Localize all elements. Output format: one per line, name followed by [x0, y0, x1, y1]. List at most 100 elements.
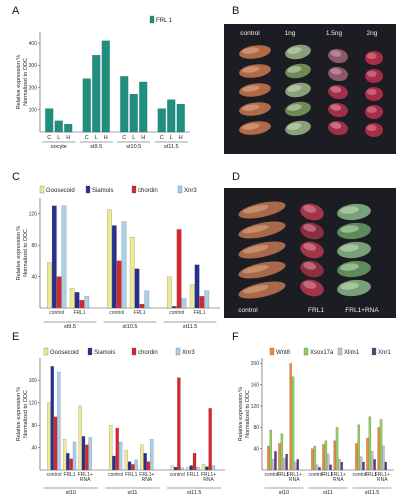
panel-b-embryo-1ng: [285, 120, 311, 136]
panel-c-bar: [167, 276, 172, 309]
panel-a-bar: [167, 99, 176, 133]
panel-c-ytick-label: 80: [31, 243, 37, 249]
panel-b-embryo-15ng-highlight: [330, 50, 342, 57]
panel-a-category-label: C: [160, 135, 164, 141]
panel-c-bar: [116, 260, 122, 309]
panel-c-bar: [121, 221, 127, 309]
panel-a-bar: [64, 124, 73, 133]
panel-f-legend-swatch: [371, 347, 377, 356]
panel-f-bar: [315, 464, 319, 471]
panel-b-embryo-control: [239, 83, 271, 97]
panel-f-bar: [294, 461, 297, 471]
panel-e-bar: [134, 459, 138, 471]
panel-c-bar: [79, 300, 85, 309]
panel-f-ylabel-line1: Relative expression %: [238, 387, 244, 442]
panel-c-ylabel-line1: Relative expression %: [16, 226, 22, 281]
panel-d-embryo-rna-highlight: [340, 263, 359, 271]
panel-e-ytick-label: 80: [31, 423, 37, 429]
panel-a-bar: [176, 104, 185, 133]
panel-e-bar: [66, 453, 70, 471]
panel-f-bar: [379, 419, 383, 471]
panel-e-bar: [81, 436, 86, 471]
panel-f-bar: [335, 427, 339, 471]
panel-a-ytick-label: 200: [29, 85, 38, 91]
panel-d-embryo-frl1-highlight: [303, 262, 317, 270]
panel-b-embryo-control: [239, 64, 271, 78]
panel-c-ytick-label: 120: [29, 212, 38, 218]
panel-c-bar: [204, 290, 210, 309]
panel-e-bar: [208, 408, 212, 471]
panel-d-embryo-frl1: [300, 222, 324, 240]
panel-c-legend-swatch: [85, 185, 91, 194]
panel-f-legend-label: Xsox17a: [310, 350, 334, 356]
panel-b-embryo-15ng: [328, 84, 348, 100]
panel-e-bar: [201, 464, 206, 471]
panel-b-embryo-15ng: [328, 48, 348, 64]
panel-a-category-label: H: [104, 135, 108, 141]
panel-c-bar: [176, 229, 182, 309]
panel-d-embryo-frl1-highlight: [303, 281, 317, 289]
panel-d-embryo-rna-highlight: [340, 206, 359, 214]
panel-f-group-label: st10: [279, 490, 289, 496]
panel-d-embryo-rna: [337, 203, 371, 221]
panel-f-bar: [283, 458, 286, 471]
panel-e-legend-swatch: [87, 347, 93, 356]
panel-e-category-label-2: RNA: [80, 477, 91, 483]
panel-e-category-label: FRL1+: [139, 472, 154, 478]
panel-e-category-label: FRL1: [63, 472, 75, 478]
panel-f-bar: [311, 448, 314, 471]
panel-d-embryo-control: [238, 281, 286, 299]
panel-b-embryo-15ng-highlight: [330, 86, 342, 93]
panel-d-embryo-frl1-highlight: [303, 224, 317, 232]
panel-d-embryo-frl1-highlight: [303, 205, 317, 213]
panel-c-bar: [171, 306, 177, 309]
panel-c-category-label: FRL1: [73, 310, 85, 316]
panel-f-bar: [318, 467, 321, 471]
panel-f-bar: [340, 461, 343, 471]
panel-e-ytick-label: 160: [29, 378, 38, 384]
panel-e-bar: [108, 425, 113, 471]
panel-a-ylabel-line1: Relative expression %: [16, 55, 22, 110]
panel-f-bar: [355, 443, 358, 471]
panel-d-label-2: FRL1+RNA: [345, 307, 379, 314]
panel-e-bar: [150, 439, 154, 471]
panel-d-embryo-frl1: [300, 241, 324, 259]
panel-d-embryo-control-highlight: [242, 205, 269, 214]
panel-e-bar: [170, 465, 174, 471]
panel-e-legend-label: Siamois: [94, 350, 115, 356]
panel-f-bar: [377, 427, 380, 471]
panel-f-ytick-label: 40: [253, 446, 259, 452]
panel-a-group-label: st9.5: [90, 144, 102, 150]
panel-a-bar: [45, 108, 54, 133]
panel-f-bar: [362, 461, 365, 471]
panel-c-group-label: st9.5: [64, 324, 76, 330]
panel-c-bar: [134, 268, 140, 309]
panel-d-label-0: control: [238, 307, 258, 314]
panel-c-category-label: control: [49, 310, 64, 316]
panel-e-bar: [72, 441, 77, 471]
panel-b-embryo-1ng: [285, 101, 311, 117]
panel-f-bar: [357, 424, 360, 471]
panel-c-category-label: FRL1: [133, 310, 145, 316]
panel-a-category-label: L: [95, 135, 98, 141]
panel-d-embryo-rna-highlight: [340, 244, 359, 252]
panel-f-bar: [384, 461, 387, 471]
panel-c-ytick-label: 40: [31, 274, 37, 280]
panel-f-bar: [333, 440, 336, 471]
panel-f-category-label: FRL1: [365, 472, 377, 478]
panel-label-b: B: [232, 5, 239, 17]
panel-c-bar: [199, 296, 205, 309]
panel-e-bar: [143, 453, 147, 471]
panel-e-legend-label: Goosecoid: [50, 350, 79, 356]
panel-f-bar: [271, 459, 275, 471]
panel-b-label-1: 1ng: [285, 30, 296, 37]
panel-f-legend-swatch: [337, 347, 343, 356]
panel-e-bar: [146, 461, 151, 471]
panel-c-legend-label: chordin: [138, 188, 158, 194]
panel-a-ytick-label: 400: [29, 41, 38, 47]
panel-a-category-label: H: [66, 135, 70, 141]
panel-f-ytick-label: 160: [251, 382, 260, 388]
panel-e-bar: [189, 465, 193, 471]
panel-e-bar: [53, 416, 58, 471]
panel-b-embryo-2ng: [365, 51, 383, 65]
